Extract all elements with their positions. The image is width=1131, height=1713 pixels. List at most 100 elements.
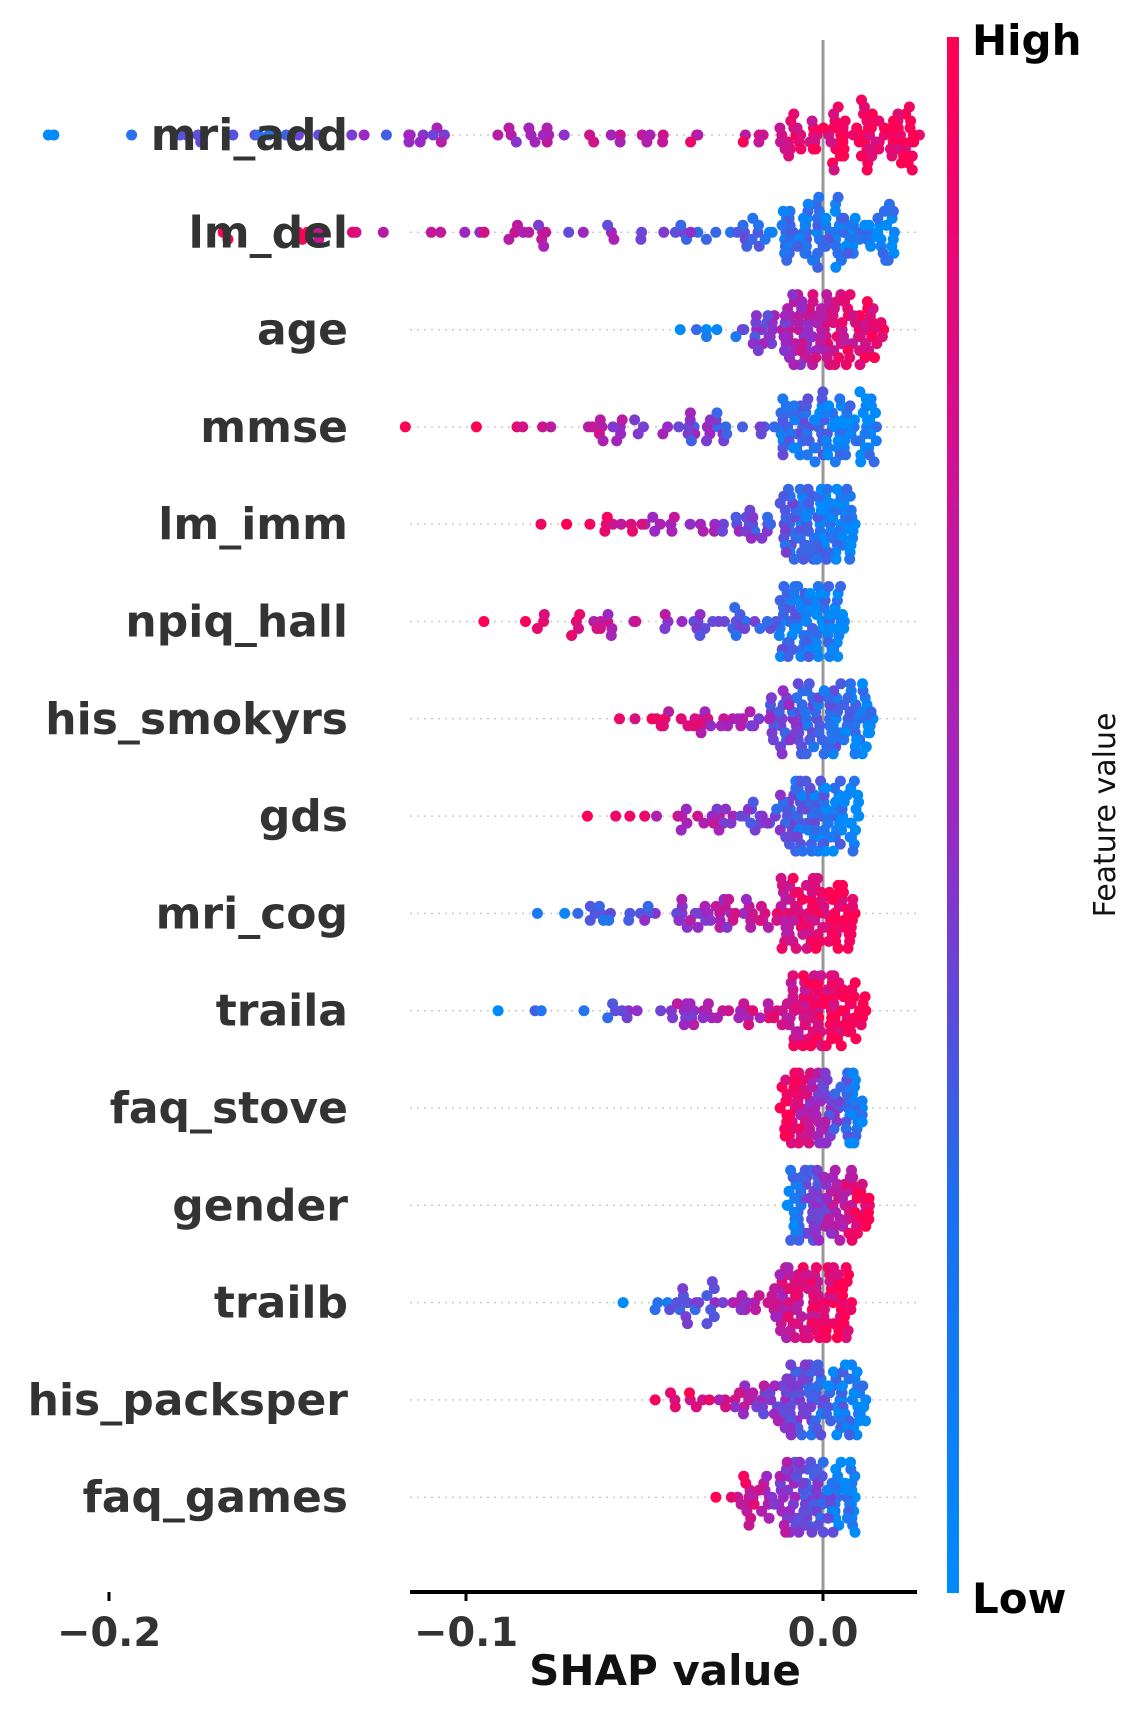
shap-point-gds — [581, 810, 593, 822]
shap-point-lm_imm — [756, 532, 768, 544]
shap-point-gds — [844, 817, 856, 829]
shap-point-age — [752, 345, 764, 357]
shap-point-lm_del — [658, 226, 670, 238]
shap-point-traila — [762, 998, 774, 1010]
x-axis-ticks: −0.2 −0.1 0.0 — [57, 1592, 858, 1656]
shap-point-mri_add — [832, 101, 844, 113]
shap-point-mri_cog — [755, 900, 767, 912]
shap-point-mmse — [594, 414, 606, 426]
shap-point-mri_add — [817, 122, 829, 134]
shap-point-faq_stove — [803, 1137, 815, 1149]
shap-point-faq_games — [710, 1491, 722, 1503]
shap-point-trailb — [682, 1318, 693, 1330]
shap-point-mri_cog — [692, 921, 704, 933]
shap-point-mri_cog — [684, 914, 696, 926]
shap-point-age — [738, 324, 750, 336]
shap-point-npiq_hall — [782, 651, 794, 662]
shap-point-mri_add — [414, 136, 426, 148]
shap-point-his_packsper — [812, 1359, 824, 1371]
shap-point-trailb — [762, 1297, 774, 1309]
shap-point-traila — [776, 1019, 788, 1031]
shap-point-faq_stove — [820, 1137, 832, 1149]
shap-point-his_smokyrs — [784, 734, 796, 746]
shap-point-mri_add — [685, 136, 697, 148]
shap-point-his_packsper — [747, 1387, 759, 1399]
shap-point-traila — [855, 1019, 867, 1031]
shap-point-mri_add — [839, 115, 851, 127]
feature-label-faq_games: faq_games — [83, 1472, 348, 1523]
shap-point-mmse — [586, 421, 598, 433]
shap-point-traila — [711, 1012, 723, 1024]
shap-point-gender — [801, 1227, 812, 1239]
shap-point-gds — [747, 796, 759, 808]
shap-point-lm_del — [635, 233, 647, 245]
shap-point-mri_cog — [810, 942, 822, 954]
shap-point-mmse — [809, 414, 820, 426]
shap-point-traila — [850, 1033, 862, 1045]
shap-point-lm_imm — [778, 490, 790, 502]
shap-point-npiq_hall — [837, 609, 848, 620]
shap-point-lm_del — [777, 205, 789, 217]
feature-label-mri_cog: mri_cog — [156, 888, 348, 939]
shap-point-mri_add — [774, 122, 786, 134]
shap-point-mri_cog — [740, 893, 752, 905]
shap-point-mri_add — [427, 129, 439, 141]
shap-point-gds — [847, 845, 859, 857]
shap-point-age — [810, 352, 822, 364]
shap-point-faq_games — [797, 1477, 809, 1489]
shap-point-traila — [842, 1026, 854, 1038]
shap-point-faq_games — [827, 1526, 839, 1538]
shap-point-lm_del — [865, 240, 877, 252]
feature-label-his_smokyrs: his_smokyrs — [45, 694, 348, 745]
shap-point-mri_add — [866, 150, 878, 162]
shap-point-mmse — [840, 449, 852, 461]
shap-point-mmse — [545, 421, 557, 433]
shap-point-his_packsper — [758, 1408, 770, 1420]
shap-point-traila — [788, 1040, 800, 1052]
shap-point-his_packsper — [823, 1380, 835, 1392]
shap-point-gds — [624, 810, 636, 822]
shap-point-faq_stove — [835, 1081, 847, 1093]
shap-point-mmse — [802, 393, 814, 405]
shap-point-traila — [815, 970, 827, 982]
shap-point-trailb — [810, 1262, 822, 1274]
shap-point-trailb — [717, 1297, 729, 1309]
shap-point-his_smokyrs — [808, 741, 820, 753]
shap-point-traila — [492, 1005, 504, 1017]
shap-point-lm_del — [710, 226, 722, 238]
shap-point-his_packsper — [772, 1415, 784, 1427]
shap-point-npiq_hall — [838, 623, 850, 634]
shap-point-his_packsper — [737, 1408, 749, 1420]
shap-point-mri_add — [873, 143, 885, 155]
shap-point-lm_imm — [745, 532, 757, 544]
shap-point-mri_add — [195, 136, 207, 148]
shap-point-lm_del — [533, 219, 544, 231]
shap-point-traila — [697, 1012, 709, 1024]
shap-point-traila — [743, 1019, 755, 1031]
shap-point-mri_cog — [823, 886, 835, 898]
shap-point-mri_add — [313, 129, 325, 141]
shap-point-mri_cog — [623, 914, 635, 926]
shap-point-mmse — [777, 449, 789, 461]
shap-point-gds — [708, 817, 720, 829]
shap-point-lm_del — [830, 261, 842, 273]
shap-point-age — [691, 324, 702, 336]
shap-point-lm_imm — [649, 525, 661, 537]
shap-point-age — [847, 310, 859, 322]
shap-point-traila — [688, 1019, 700, 1031]
shap-point-lm_imm — [697, 525, 709, 537]
shap-point-npiq_hall — [630, 616, 642, 627]
shap-point-gender — [793, 1234, 805, 1246]
shap-point-mmse — [470, 421, 482, 433]
shap-point-his_smokyrs — [865, 706, 877, 718]
shap-point-lm_del — [313, 233, 325, 245]
shap-point-faq_stove — [780, 1074, 792, 1086]
shap-point-mri_add — [558, 129, 570, 141]
shap-point-lm_del — [347, 226, 358, 238]
shap-point-trailb — [782, 1262, 794, 1274]
shap-point-mmse — [611, 435, 623, 447]
shap-point-age — [875, 317, 887, 329]
shap-point-faq_games — [835, 1456, 847, 1468]
shap-point-mri_cog — [754, 914, 766, 926]
